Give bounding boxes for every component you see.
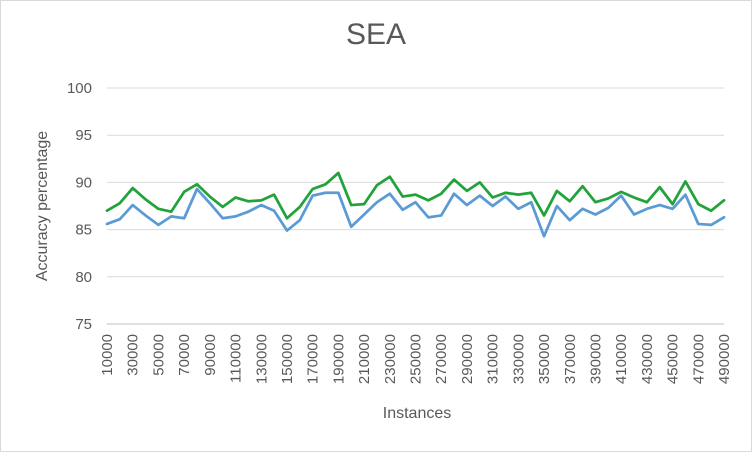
x-tick-label: 150000: [279, 334, 296, 384]
x-tick-label: 230000: [382, 334, 399, 384]
x-tick-label: 410000: [613, 334, 630, 384]
x-tick-label: 350000: [536, 334, 553, 384]
x-tick-label: 270000: [433, 334, 450, 384]
x-tick-label: 330000: [510, 334, 527, 384]
x-tick-label: 170000: [305, 334, 322, 384]
x-tick-label: 90000: [202, 334, 219, 376]
y-tick-label: 100: [67, 80, 92, 97]
x-tick-label: 470000: [690, 334, 707, 384]
chart-title: SEA: [345, 18, 407, 51]
x-tick-label: 50000: [150, 334, 167, 376]
series-line-0: [105, 171, 726, 220]
x-tick-label: 390000: [587, 334, 604, 384]
y-axis-label: Accuracy percentage: [34, 131, 51, 281]
x-axis-label: Instances: [383, 405, 451, 422]
x-tick-label: 310000: [485, 334, 502, 384]
x-tick-label: 490000: [716, 334, 733, 384]
y-tick-label: 95: [75, 127, 92, 144]
x-tick-label: 430000: [639, 334, 656, 384]
x-tick-label: 450000: [665, 334, 682, 384]
y-tick-labels: 75 80 85 90 95 100: [67, 80, 92, 333]
y-tick-label: 80: [75, 269, 92, 286]
y-tick-label: 90: [75, 174, 92, 191]
x-tick-label: 370000: [562, 334, 579, 384]
x-tick-label: 290000: [459, 334, 476, 384]
gridlines: [107, 87, 724, 325]
x-tick-label: 210000: [356, 334, 373, 384]
x-tick-label: 110000: [228, 334, 245, 383]
x-tick-labels: 10000 30000 50000 70000 90000 110000 130000 150…: [99, 334, 733, 384]
y-tick-label: 85: [75, 222, 92, 239]
x-tick-label: 250000: [408, 334, 425, 384]
x-tick-label: 10000: [99, 334, 116, 376]
y-tick-label: 75: [75, 316, 92, 333]
x-tick-label: 190000: [330, 334, 347, 384]
x-tick-label: 30000: [125, 334, 142, 376]
series-lines: [105, 171, 726, 238]
x-tick-label: 130000: [253, 334, 270, 384]
x-tick-label: 70000: [176, 334, 193, 376]
series-line-1: [105, 187, 726, 238]
